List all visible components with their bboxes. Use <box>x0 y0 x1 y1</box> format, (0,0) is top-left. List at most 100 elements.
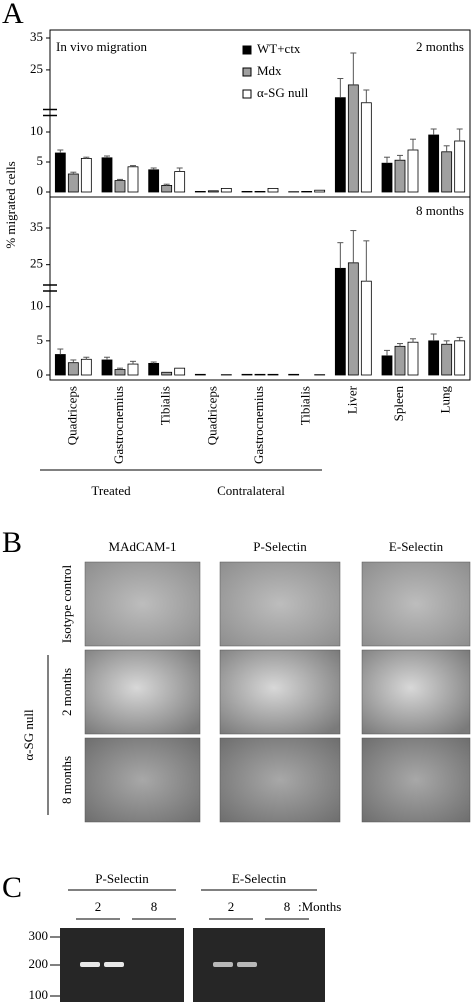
annotation: In vivo migration <box>56 39 147 54</box>
chart-title: 8 months <box>416 203 464 218</box>
bar <box>381 355 393 376</box>
unit-label: :Months <box>298 899 341 914</box>
bar <box>80 358 92 376</box>
x-tick-label: Lung <box>438 386 453 414</box>
chart-frame <box>49 196 471 381</box>
ladder-label: 300 <box>29 928 49 943</box>
lane-label: 8 <box>151 899 158 914</box>
bar <box>407 149 419 193</box>
y-tick-label: 25 <box>30 61 43 76</box>
bar <box>241 373 253 376</box>
row-label: Isotype control <box>59 564 74 643</box>
bar <box>394 159 406 193</box>
x-tick-label: Quadriceps <box>204 386 219 445</box>
panel-label: B <box>2 526 22 559</box>
row-label: 8 months <box>59 756 74 804</box>
panel-label: C <box>2 871 22 904</box>
bar <box>428 340 440 376</box>
bar <box>207 190 219 193</box>
legend-label: Mdx <box>257 63 282 78</box>
bar <box>454 140 466 193</box>
bar <box>174 171 186 193</box>
bar <box>454 340 466 376</box>
y-tick-label: 5 <box>37 153 44 168</box>
bar <box>80 157 92 193</box>
bar <box>161 184 173 193</box>
bar <box>254 190 266 193</box>
bar <box>381 162 393 193</box>
bar <box>127 166 139 193</box>
bar <box>101 359 113 376</box>
bar <box>334 267 346 376</box>
x-tick-label: Gastrocnemius <box>251 386 266 464</box>
bar <box>67 173 79 193</box>
x-tick-label: Quadriceps <box>64 386 79 445</box>
y-tick-label: 5 <box>37 332 44 347</box>
bar <box>114 369 126 376</box>
gel-group-label: E-Selectin <box>232 871 287 886</box>
bar <box>148 362 160 376</box>
legend-swatch <box>242 67 252 77</box>
x-tick-label: Tibialis <box>158 386 173 425</box>
row-label: 2 months <box>59 668 74 716</box>
group-label: Treated <box>91 483 131 498</box>
micrograph <box>361 737 471 823</box>
bar <box>314 189 326 193</box>
micrograph <box>219 561 341 647</box>
micrograph <box>84 737 201 823</box>
micrograph <box>219 737 341 823</box>
bar <box>441 343 453 376</box>
bar <box>127 363 139 376</box>
y-tick-label: 35 <box>30 29 43 44</box>
bar <box>407 341 419 376</box>
legend-swatch <box>242 89 252 99</box>
bar <box>334 97 346 193</box>
bar <box>360 102 372 193</box>
bar <box>441 151 453 193</box>
y-tick-label: 10 <box>30 123 43 138</box>
group-label: Contralateral <box>217 483 285 498</box>
bar <box>54 152 66 193</box>
bar <box>241 190 253 193</box>
micrographs: MAdCAM-1 P-Selectin E-Selectin Isotype cont… <box>21 539 471 823</box>
bar <box>101 157 113 193</box>
lane-label: 8 <box>284 899 291 914</box>
x-tick-label: Spleen <box>391 386 406 422</box>
bar <box>67 362 79 376</box>
bar <box>254 373 266 376</box>
bar <box>220 187 232 193</box>
y-tick-label: 0 <box>37 183 44 198</box>
legend-label: α-SG null <box>257 85 309 100</box>
x-tick-label: Liver <box>344 385 359 414</box>
y-axis-label: % migrated cells <box>3 161 18 248</box>
gel-band <box>80 962 100 967</box>
y-tick-label: 25 <box>30 256 43 271</box>
bar <box>347 262 359 376</box>
legend-swatch <box>242 45 252 55</box>
bar <box>267 187 279 193</box>
micrograph <box>84 649 201 735</box>
micrograph <box>84 561 201 647</box>
bar <box>267 373 279 376</box>
bar <box>347 84 359 193</box>
x-tick-label: Tibialis <box>298 386 313 425</box>
bar <box>194 190 206 193</box>
bar <box>428 134 440 193</box>
gel-image <box>193 928 325 1002</box>
bar <box>148 169 160 193</box>
ladder-label: 200 <box>29 956 49 971</box>
column-label: MAdCAM-1 <box>109 539 177 554</box>
y-tick-label: 10 <box>30 298 43 313</box>
y-tick-label: 35 <box>30 219 43 234</box>
bar <box>174 367 186 376</box>
gel: P-Selectin 2 8 E-Selectin 2 8:Months 300 200 100 <box>29 871 341 1002</box>
ladder-label: 100 <box>29 987 49 1002</box>
bar <box>54 354 66 376</box>
y-tick-label: 0 <box>37 366 44 381</box>
gel-band <box>104 962 124 967</box>
micrograph <box>361 649 471 735</box>
micrograph <box>361 561 471 647</box>
x-tick-label: Gastrocnemius <box>111 386 126 464</box>
